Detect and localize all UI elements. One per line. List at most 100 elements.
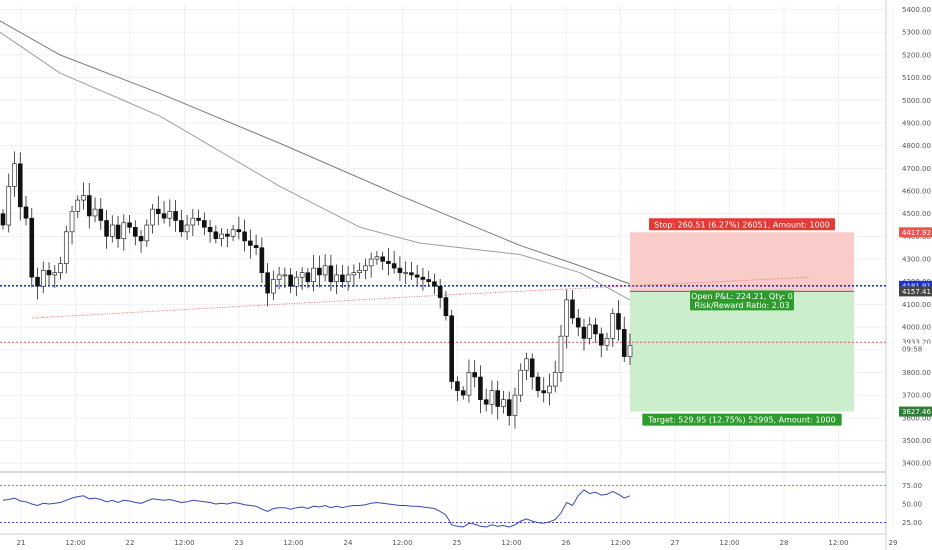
x-tick-label: 28 (780, 539, 789, 547)
y-tick-label: 3800.00 (902, 369, 931, 377)
price-tag (899, 227, 932, 238)
moving-averages (0, 20, 631, 301)
take-profit-zone (630, 291, 854, 412)
y-tick-label: 3600.00 (902, 414, 931, 422)
candle-body (547, 385, 552, 394)
position-labels: Stop: 260.51 (6.27%) 26051, Amount: 1000… (642, 218, 842, 426)
trendlines (31, 276, 811, 319)
candle-body (501, 399, 506, 407)
moving-average-line (0, 31, 631, 301)
y-tick-label: 5200.00 (902, 51, 931, 59)
x-tick-label: 12:00 (174, 539, 194, 547)
candle-body (443, 297, 449, 317)
candle-body (12, 163, 17, 187)
candle-body (472, 372, 477, 378)
candle-body (276, 274, 282, 280)
candle-body (236, 229, 242, 233)
rsi-tick-label: 25.00 (902, 519, 922, 527)
candle-body (598, 333, 604, 346)
stop-loss-zone (630, 232, 854, 292)
pnl-label: Open P&L: 224.21, Qty: 0 (691, 292, 793, 301)
candle-body (156, 208, 161, 214)
candle-body (0, 213, 6, 226)
candle-body (455, 381, 460, 391)
target-label-bg (642, 413, 842, 426)
candle-body (98, 208, 104, 221)
x-tick-label: 22 (126, 539, 135, 547)
candle-body (196, 217, 201, 221)
candle-body (420, 276, 426, 280)
candle-body (52, 272, 58, 276)
candle-body (357, 270, 362, 273)
candle-body (219, 233, 224, 239)
candle-body (69, 211, 75, 233)
price-tag-label: 4417.92 (902, 229, 931, 237)
x-tick-label: 29 (889, 539, 898, 547)
y-tick-label: 3500.00 (902, 437, 931, 445)
candle-body (506, 399, 512, 416)
candle-body (207, 226, 213, 233)
axes: 21 12:00 22 12:00 23 12:00 24 12:00 25 12:00 26 12:… (17, 6, 932, 547)
candle-body (40, 270, 46, 287)
candle-body (495, 390, 500, 407)
x-tick-label: 12:00 (828, 539, 848, 547)
trendline (31, 293, 461, 319)
candle-body (466, 372, 472, 396)
candle-body (92, 208, 98, 217)
trendline (459, 276, 811, 295)
candle-body (535, 376, 541, 391)
x-tick-label: 27 (671, 539, 680, 547)
candle-body (288, 274, 293, 287)
x-tick-label: 12:00 (283, 539, 303, 547)
candle-body (63, 231, 69, 264)
candle-body (121, 222, 127, 239)
rsi-tick-label: 75.00 (902, 482, 922, 490)
stop-label: Stop: 260.51 (6.27%) 26051, Amount: 1000 (654, 220, 830, 229)
y-tick-label: 4900.00 (902, 119, 931, 127)
candle-body (610, 313, 616, 339)
price-tag (899, 286, 932, 297)
ratio-label: Risk/Reward Ratio: 2.03 (694, 301, 789, 310)
candle-body (437, 285, 443, 298)
price-tag-label: 4157.41 (902, 288, 931, 296)
candle-body (489, 390, 495, 405)
candle-body (173, 211, 178, 221)
candle-body (368, 258, 374, 267)
stop-label-bg (649, 218, 835, 231)
candle-body (144, 224, 150, 242)
y-tick-label: 4800.00 (902, 142, 931, 150)
candle-body (138, 236, 144, 242)
candle-body (581, 326, 587, 339)
rsi-line (2, 489, 631, 528)
y-tick-label: 5400.00 (902, 6, 931, 14)
x-tick-label: 24 (344, 539, 353, 547)
candle-body (259, 247, 265, 273)
candle-body (225, 233, 230, 237)
pnl-label-bg (690, 290, 794, 311)
candle-body (29, 217, 35, 278)
candle-body (6, 186, 12, 226)
candle-body (541, 390, 547, 394)
candles (0, 151, 633, 429)
candle-body (127, 222, 132, 228)
x-tick-label: 12:00 (501, 539, 521, 547)
x-tick-label: 12:00 (392, 539, 412, 547)
candle-body (351, 272, 357, 276)
y-tick-label: 4300.00 (902, 256, 931, 264)
candle-body (299, 272, 305, 278)
candle-body (587, 324, 593, 339)
candle-body (621, 329, 627, 357)
candle-body (190, 217, 196, 226)
x-tick-label: 12:00 (719, 539, 739, 547)
x-tick-label: 23 (235, 539, 244, 547)
candle-body (483, 399, 489, 405)
y-tick-label: 4600.00 (902, 188, 931, 196)
candle-body (340, 274, 345, 283)
candle-body (518, 369, 524, 396)
candle-body (81, 195, 86, 201)
candle-body (512, 394, 518, 416)
candle-body (17, 163, 23, 208)
candle-body (363, 265, 368, 271)
